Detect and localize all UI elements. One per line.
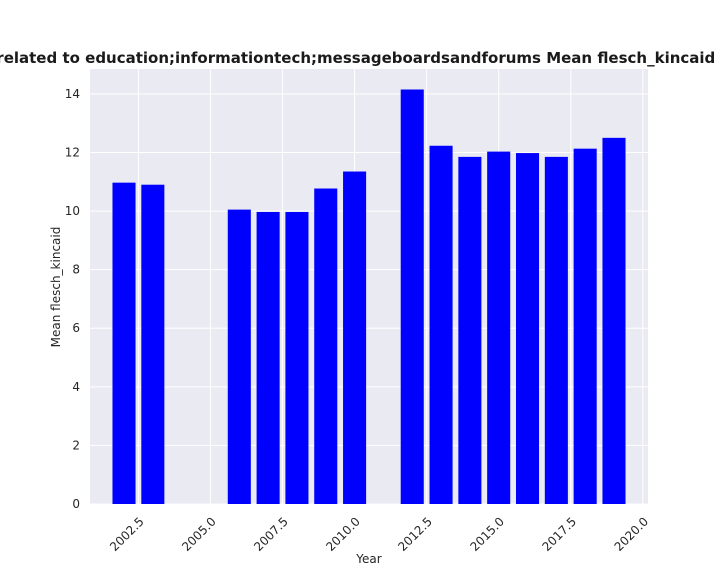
bar-2012 <box>400 89 424 504</box>
y-tick-label: 4 <box>72 380 80 394</box>
x-tick-label: 2007.5 <box>251 514 291 554</box>
x-axis-label: Year <box>355 552 381 566</box>
bar-2010 <box>343 171 367 504</box>
bar-2016 <box>515 153 540 504</box>
y-tick-label: 8 <box>72 263 80 277</box>
bar-2015 <box>487 151 511 504</box>
bar-2014 <box>458 156 482 504</box>
x-tick-labels: 2002.5 2005.0 2007.5 2010.0 2012.5 2015.0 2017… <box>107 514 651 554</box>
x-tick-label: 2020.0 <box>612 514 652 554</box>
grid-lines <box>90 69 648 505</box>
y-tick-label: 2 <box>72 438 80 452</box>
x-tick-label: 2005.0 <box>179 514 219 554</box>
x-tick-label: 2010.0 <box>323 514 363 554</box>
bar-2006 <box>227 209 251 504</box>
bar-2003 <box>141 184 165 504</box>
bar-2019 <box>602 137 626 504</box>
x-tick-label: 2017.5 <box>539 514 579 554</box>
y-tick-label: 12 <box>65 145 80 159</box>
bar-2009 <box>314 188 338 505</box>
y-tick-labels: 0 2 4 6 8 10 12 14 <box>65 87 80 511</box>
x-tick-label: 2002.5 <box>107 514 147 554</box>
bar-2017 <box>544 156 568 504</box>
bar-2018 <box>573 148 597 505</box>
y-tick-label: 14 <box>65 87 80 101</box>
bar-2002 <box>112 182 136 505</box>
x-tick-label: 2015.0 <box>467 514 507 554</box>
y-tick-label: 0 <box>72 497 80 511</box>
y-tick-label: 10 <box>65 204 80 218</box>
bars <box>112 89 626 505</box>
bar-2013 <box>429 145 453 504</box>
x-tick-label: 2012.5 <box>395 514 435 554</box>
y-tick-label: 6 <box>72 321 80 335</box>
y-axis-label: Mean flesch_kincaid <box>49 227 63 348</box>
bar-2007 <box>256 211 280 504</box>
chart-title: are related to education;informationtech… <box>0 49 720 67</box>
bar-2008 <box>285 211 309 504</box>
